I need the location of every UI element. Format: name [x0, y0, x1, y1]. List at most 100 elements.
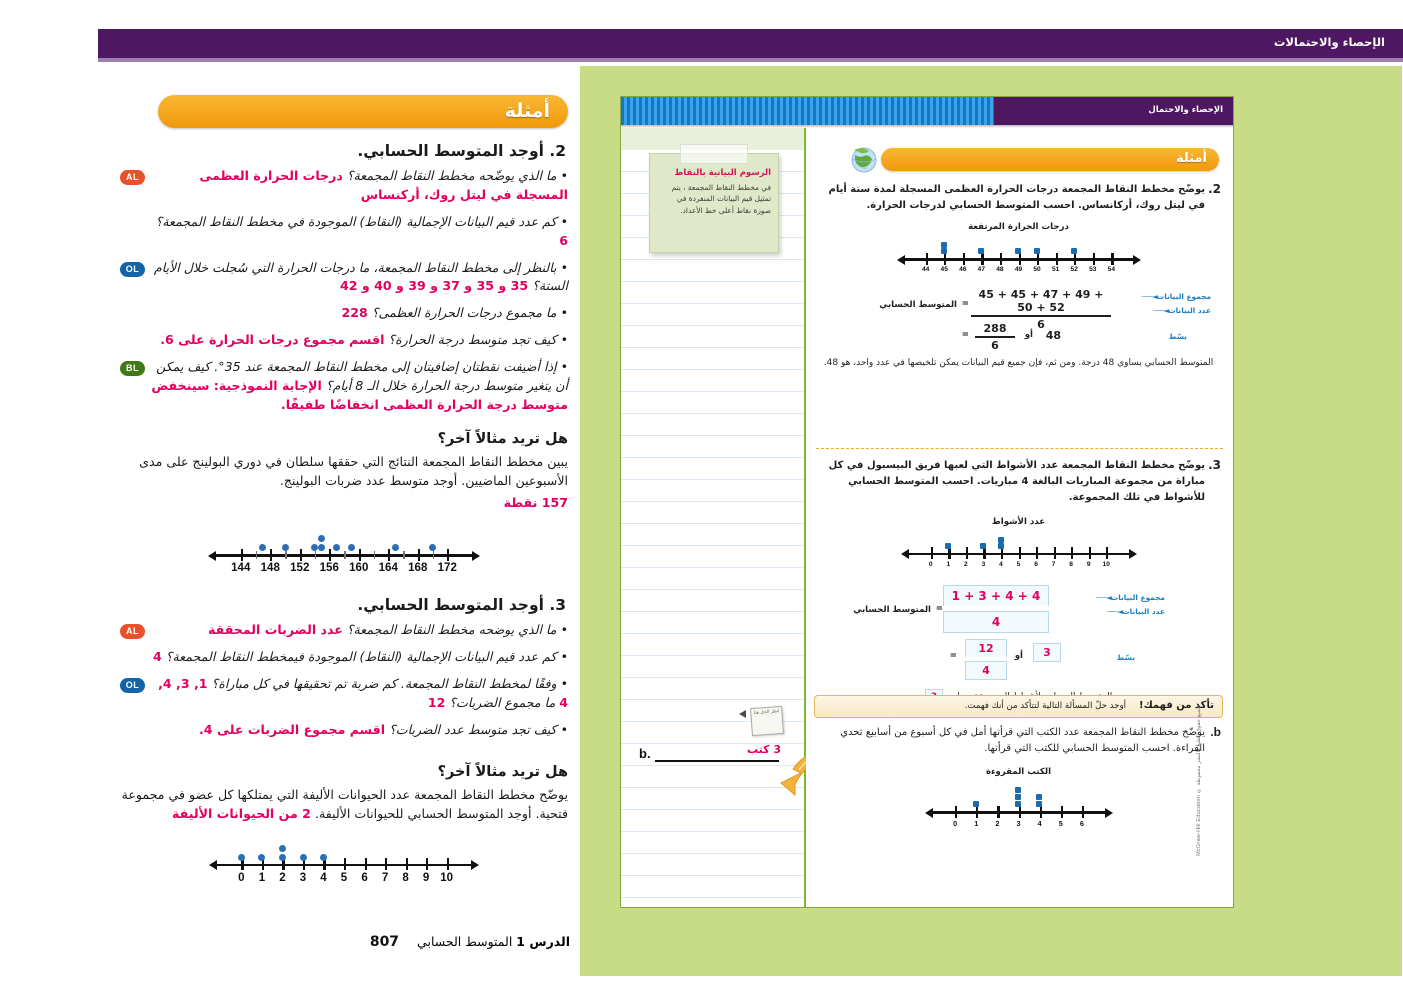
- bullet-text: • ما الذي يوضحه مخطط النقاط المجمعة؟ عدد…: [208, 622, 568, 638]
- check-understanding-subtitle: أوجد حلّ المسألة التالية لتتأكد من أنك ف…: [964, 700, 1126, 711]
- axis-tick-label: 53: [1089, 266, 1097, 274]
- axis-tick: [241, 858, 244, 871]
- axis-tick-label: 44: [921, 266, 930, 274]
- axis-tick: [955, 805, 958, 818]
- axis-tick-label: 6: [1034, 560, 1038, 568]
- bullet-text: • كيف تجد متوسط عدد الضربات؟ اقسم مجموع …: [199, 721, 568, 737]
- axis-tick: [965, 547, 969, 560]
- level-badge-al: AL: [120, 170, 145, 185]
- data-point: [1015, 248, 1022, 255]
- fraction-3-num-box: 1 + 3 + 4 + 4: [943, 584, 1049, 606]
- axis-tick-label: 10: [1102, 560, 1110, 568]
- axis-tick-label: 47: [977, 266, 986, 274]
- axis-tick: [1111, 252, 1114, 265]
- data-point: [1015, 801, 1022, 808]
- answer-value: 3 كتب: [746, 743, 781, 756]
- axis-tick-minor: [255, 550, 258, 559]
- axis-tick-label: 6: [1079, 819, 1084, 829]
- axis-tick-minor: [314, 550, 317, 559]
- example3-bullet-3: OL • وفقًا لمخطط النقاط المجمعة. كم ضربة…: [120, 675, 568, 713]
- axis-tick-label: 3: [1016, 819, 1021, 829]
- mean-value-3: 3: [1043, 645, 1051, 659]
- data-point: [318, 535, 326, 543]
- fraction-bar-2b: [975, 336, 1015, 338]
- callout-sum-3: مجموع البيانات ◄┄┄┄: [1095, 592, 1165, 602]
- example2-bullet-2: • كم عدد قيم البيانات الإجمالية (النقاط)…: [120, 213, 568, 251]
- axis-tick-label: 49: [1014, 266, 1023, 274]
- teacher-left-column: أمثلة 2. أوجد المتوسط الحسابي. AL • ما ا…: [120, 95, 568, 975]
- axis-tick: [976, 805, 979, 818]
- example2-heading: 2. أوجد المتوسط الحسابي.: [357, 142, 566, 160]
- axis-tick: [962, 252, 965, 265]
- annotation-tag-text: انظر الحل هنا: [753, 709, 780, 716]
- axis-tick-label: 50: [1033, 266, 1041, 274]
- data-point: [1070, 248, 1077, 255]
- axis-tick-label: 10: [440, 871, 454, 884]
- axis-arrow-left-icon: [208, 550, 216, 561]
- axis-tick: [1074, 252, 1077, 265]
- data-point: [320, 853, 328, 861]
- axis-tick: [948, 547, 951, 560]
- example3-bullet-2: • كم عدد قيم البيانات الإجمالية (النقاط)…: [120, 648, 568, 667]
- axis-tick-label: 160: [349, 562, 369, 575]
- axis-tick-label: 51: [1051, 266, 1060, 274]
- axis-tick-label: 144: [231, 562, 251, 575]
- another-example-answer-2: 157 نقطة: [503, 494, 568, 510]
- axis-tick: [446, 858, 449, 871]
- book-banner-title-bg: الإحصاء والاحتمال: [994, 97, 1233, 125]
- check-understanding-bar: تأكد من فهمك! أوجد حلّ المسألة التالية ل…: [814, 695, 1223, 718]
- bullet-text: • كيف تجد متوسط درجة الحرارة؟ اقسم مجموع…: [160, 332, 568, 348]
- example2-bullet-4: • ما مجموع درجات الحرارة العظمى؟ 228: [120, 304, 569, 323]
- bullet-text: • وفقًا لمخطط النقاط المجمعة. كم ضربة تم…: [158, 676, 568, 711]
- callout-simplify-3: بسّط: [1116, 652, 1135, 662]
- annotation-tag: انظر الحل هنا: [750, 705, 784, 737]
- axis-tick: [1060, 805, 1063, 818]
- book-example-3-plot-caption: عدد الأشواط: [991, 516, 1046, 527]
- bullet-answer: 228: [341, 305, 368, 321]
- axis-tick: [1081, 805, 1085, 818]
- fraction-3b-num: 12: [965, 638, 1007, 657]
- axis-tick-label: 168: [408, 562, 428, 575]
- data-point: [429, 544, 437, 552]
- bullet-text: • إذا أضيفت نقطتان إضافيتان إلى مخطط الن…: [151, 359, 568, 412]
- axis-tick-label: 0: [238, 871, 245, 884]
- fraction-numerator-2: 45 + 45 + 47 + 49 + 50 + 52: [978, 288, 1104, 315]
- data-point: [940, 248, 947, 255]
- axis-arrow-right-icon: [1104, 807, 1113, 818]
- book-content-area: أمثلة 2. يوضّح مخطط النقاط المجمعة درجات…: [806, 130, 1233, 907]
- axis-tick-label: 7: [381, 871, 389, 884]
- bullet-answer: اقسم مجموع الضربات على 4.: [199, 721, 386, 737]
- data-point: [940, 242, 947, 249]
- axis-tick: [999, 252, 1003, 265]
- data-point: [392, 544, 400, 552]
- equals-sign-2: =: [961, 299, 969, 310]
- axis-tick-label: 1: [974, 819, 979, 829]
- book-example-2: 2. يوضّح مخطط النقاط المجمعة درجات الحرا…: [816, 182, 1221, 371]
- fraction-3b-den: 4: [965, 660, 1007, 680]
- data-point: [1015, 794, 1022, 801]
- axis-arrow-left-icon: [209, 860, 217, 871]
- notebook-top-band: [621, 128, 804, 150]
- axis-tick-label: 2: [964, 560, 968, 568]
- axis-tick-label: 7: [1051, 560, 1056, 568]
- axis-arrow-right-icon: [471, 860, 479, 871]
- data-point: [347, 544, 355, 552]
- axis-tick: [1036, 547, 1039, 560]
- axis-tick: [364, 858, 367, 871]
- axis-tick: [447, 548, 450, 561]
- mean-label-3: المتوسط الحسابي: [853, 604, 931, 615]
- axis-tick: [388, 548, 391, 561]
- equals-sign-3: =: [935, 603, 943, 614]
- dotplot-pets: 0 1 2 3 4 5 6 7 8 9 10: [209, 834, 479, 886]
- axis-tick-label: 4: [320, 871, 327, 884]
- fraction-denominator-3b: 4: [982, 663, 990, 677]
- axis-tick-label: 152: [290, 562, 310, 575]
- example3-bullet-4: • كيف تجد متوسط عدد الضربات؟ اقسم مجموع …: [120, 721, 568, 740]
- dotplot-bowling: 144 148 152 156 160 164 168 172: [204, 520, 484, 578]
- axis-tick-label: 1: [258, 871, 266, 884]
- axis-tick-label: 1: [946, 560, 951, 568]
- another-example-body-2: يبين مخطط النقاط المجمعة النتائج التي حق…: [139, 453, 568, 489]
- data-point: [311, 544, 319, 552]
- section-divider: [816, 448, 1223, 449]
- axis-tick-label: 0: [953, 819, 958, 829]
